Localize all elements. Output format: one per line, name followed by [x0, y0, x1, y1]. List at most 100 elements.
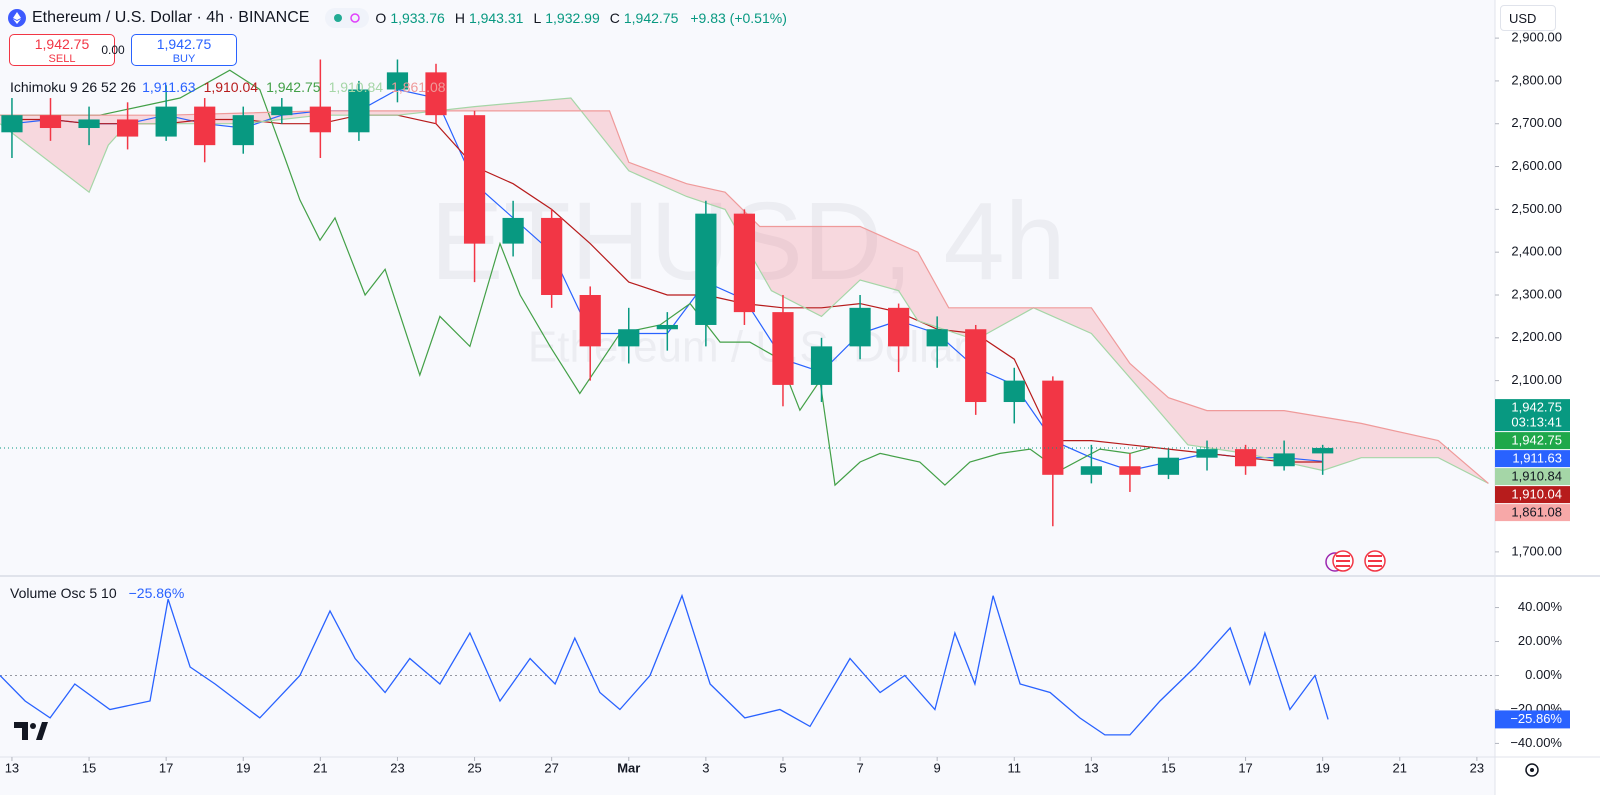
- candle-body: [194, 106, 216, 146]
- candle-body: [695, 213, 717, 325]
- eth-logo: [8, 9, 26, 27]
- currency-button[interactable]: USD: [1500, 5, 1556, 31]
- price-tag: [1495, 399, 1570, 432]
- ichimoku-cloud: [0, 98, 1489, 484]
- currency-label: USD: [1509, 11, 1537, 26]
- candle-body: [1312, 447, 1334, 454]
- candle-body: [309, 106, 331, 133]
- candle-body: [232, 115, 254, 146]
- oscillator-line: [0, 593, 1329, 736]
- spread: 0.00: [98, 43, 128, 57]
- candle-body: [78, 119, 100, 129]
- ohlc-value: 1,932.99: [545, 10, 600, 26]
- price-tag-label: 1,942.75: [1511, 433, 1562, 448]
- x-tick-label: 21: [313, 760, 327, 775]
- candle-body: [155, 106, 177, 137]
- candle-body: [1234, 449, 1257, 467]
- ichimoku-line: [0, 97, 1489, 484]
- candle-body: [772, 312, 794, 385]
- candle-body: [849, 307, 871, 347]
- x-tick-label: 23: [1470, 760, 1484, 775]
- sell-price: 1,942.75: [34, 36, 90, 52]
- indicator-value: 1,942.75: [266, 79, 321, 95]
- buy-price: 1,942.75: [156, 36, 212, 52]
- candle-body: [888, 307, 910, 347]
- candle-body: [348, 89, 370, 133]
- x-tick-label: 17: [159, 760, 173, 775]
- price-tag: [1495, 432, 1570, 450]
- price-tag: [1495, 504, 1570, 522]
- candle-body: [733, 213, 756, 313]
- candle-body: [1157, 457, 1180, 475]
- y-tick-label: 2,300.00: [1511, 286, 1562, 301]
- candle-body: [425, 72, 447, 116]
- buy-button[interactable]: 1,942.75 BUY: [131, 34, 237, 66]
- x-tick-label: 15: [82, 760, 96, 775]
- plot-layer: 2,900.00 2,800.00 2,700.00 2,600.00 2,500.00…: [0, 30, 1570, 775]
- y-tick-label: 40.00%: [1518, 599, 1563, 614]
- settings-icon[interactable]: [1525, 763, 1539, 777]
- indicator-value: 1,910.04: [203, 79, 259, 95]
- price-tag-label: −25.86%: [1510, 711, 1562, 726]
- ohlc: O 1,933.76 H 1,943.31 L 1,932.99 C 1,942.75: [375, 10, 684, 26]
- ohlc-value: 1,942.75: [623, 10, 679, 26]
- ohlc-key: O: [375, 10, 387, 26]
- x-tick-label: 19: [236, 760, 250, 775]
- indicator-legend: Ichimoku 9 26 52 26 1,911.63 1,910.04 1,94…: [10, 79, 446, 95]
- x-tick-label: 25: [467, 760, 481, 775]
- status-icons: [325, 8, 370, 28]
- x-tick-label: Mar: [617, 760, 640, 775]
- tv-logo: [14, 722, 48, 740]
- symbol-title: Ethereum / U.S. Dollar · 4h · BINANCE: [32, 9, 310, 26]
- change: +9.83 (+0.51%): [690, 10, 787, 26]
- candle-body: [1119, 466, 1141, 475]
- indicator-value: 1,911.63: [142, 79, 196, 95]
- indicator-value: 1,861.08: [391, 79, 446, 95]
- y-tick-label: 2,900.00: [1511, 30, 1562, 45]
- x-tick-label: 15: [1161, 760, 1175, 775]
- price-tag-label: 1,910.84: [1511, 469, 1562, 484]
- indicator-values: 1,911.63 1,910.04 1,942.75 1,910.84 1,861.08: [142, 79, 445, 95]
- candle-body: [1003, 380, 1025, 403]
- y-tick-label: 2,700.00: [1511, 115, 1562, 130]
- candle-body: [1273, 453, 1295, 467]
- y-tick-label: 2,400.00: [1511, 244, 1562, 259]
- price-tag: [1495, 486, 1570, 504]
- y-tick-label: 1,700.00: [1511, 543, 1562, 558]
- x-tick-label: 17: [1238, 760, 1252, 775]
- spread-value: 0.00: [101, 43, 125, 57]
- ohlc-key: C: [609, 10, 620, 26]
- candle-body: [965, 329, 987, 403]
- event-icons: [1325, 550, 1386, 572]
- x-tick-label: 5: [779, 760, 786, 775]
- candle-body: [1, 115, 23, 133]
- price-tag-label: 1,861.08: [1511, 505, 1562, 520]
- candle-body: [271, 106, 293, 116]
- y-tick-label: 2,600.00: [1511, 158, 1562, 173]
- y-tick-label: 2,100.00: [1511, 372, 1562, 387]
- y-tick-label: −40.00%: [1510, 735, 1562, 750]
- candle-body: [618, 329, 640, 347]
- y-tick-label: 20.00%: [1518, 633, 1563, 648]
- sell-label: SELL: [48, 53, 76, 65]
- buy-label: BUY: [172, 53, 196, 65]
- ohlc-value: 1,943.31: [468, 10, 524, 26]
- ichimoku-line: [12, 114, 1323, 463]
- x-tick-label: 13: [1084, 760, 1098, 775]
- candle-body: [1080, 466, 1102, 475]
- price-tag-label: 1,911.63: [1512, 451, 1562, 466]
- indicator-name: Ichimoku 9 26 52 26: [10, 79, 137, 95]
- x-tick-label: 3: [702, 760, 709, 775]
- indicator-value: 1,910.84: [328, 79, 384, 95]
- candle-body: [39, 115, 62, 129]
- candle-body: [386, 72, 409, 90]
- x-tick-label: 9: [934, 760, 941, 775]
- candle-body: [1196, 449, 1218, 458]
- sell-button[interactable]: 1,942.75 SELL: [9, 34, 115, 66]
- y-tick-label: 2,800.00: [1511, 72, 1562, 87]
- x-tick-label: 27: [544, 760, 558, 775]
- ichimoku-line: [0, 69, 1151, 487]
